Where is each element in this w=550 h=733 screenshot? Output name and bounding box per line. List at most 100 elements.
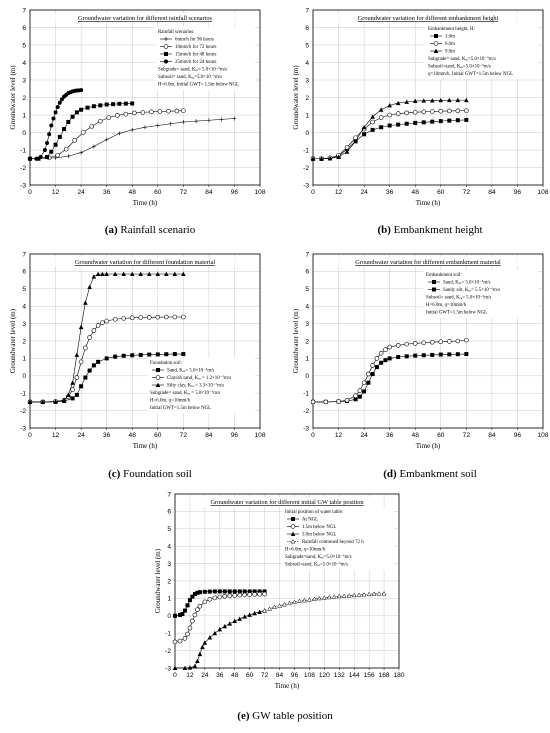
legend-swatch-marker xyxy=(433,48,439,53)
data-point xyxy=(242,614,247,619)
y-tick-label: -1 xyxy=(20,391,26,398)
data-point xyxy=(146,271,152,277)
plot-frame xyxy=(29,9,261,186)
series-a-0 xyxy=(28,116,237,161)
data-point xyxy=(310,156,316,161)
y-tick-label: 5 xyxy=(305,286,309,293)
data-point xyxy=(89,124,95,129)
legend-box xyxy=(423,270,538,318)
legend-entry: Subsoil=sand, Kₑₐ=5.0×10⁻⁵m/s xyxy=(428,64,491,70)
x-tick-label: 72 xyxy=(261,672,269,679)
data-point xyxy=(336,154,341,159)
data-point xyxy=(455,108,461,114)
data-point xyxy=(421,120,426,125)
data-point xyxy=(421,98,427,103)
x-tick-label: 0 xyxy=(173,672,177,679)
data-point xyxy=(413,120,418,125)
x-tick-label: 36 xyxy=(386,432,394,439)
data-point xyxy=(387,102,392,108)
data-point xyxy=(147,352,152,357)
data-point xyxy=(242,592,247,598)
data-point xyxy=(383,358,388,363)
legend-entry: Sand, Kₑₐ= 5.0×10⁻⁵m/s xyxy=(167,368,215,374)
legend-entry: 10mm/h for 72 hours xyxy=(175,45,217,50)
data-point xyxy=(447,118,452,123)
data-point xyxy=(387,344,392,350)
x-tick-label: 0 xyxy=(311,189,315,196)
data-point xyxy=(47,132,52,137)
data-point xyxy=(79,88,84,93)
data-point xyxy=(100,320,105,326)
legend-entry: 9.0m xyxy=(445,50,455,55)
data-point xyxy=(217,626,223,632)
caption-text: Rainfall scenario xyxy=(120,224,195,236)
data-point xyxy=(379,360,384,365)
data-point xyxy=(91,328,97,333)
y-axis-label: Groundwater level (m) xyxy=(154,548,162,613)
data-point xyxy=(429,339,435,345)
data-point xyxy=(79,150,84,155)
data-point xyxy=(195,607,200,613)
data-point xyxy=(49,123,54,128)
legend-d: Embankment soil: Sand, Kₑₐ= 5.0×10⁻⁵m/sSa… xyxy=(423,270,538,318)
data-point xyxy=(362,389,367,394)
x-tick-label: 60 xyxy=(154,432,162,439)
legend-entry: 6.0m xyxy=(445,42,455,47)
data-point xyxy=(404,110,410,116)
x-tick-label: 132 xyxy=(334,672,345,679)
caption-a: (a) Rainfall scenario xyxy=(105,224,196,236)
data-point xyxy=(257,591,262,597)
data-point xyxy=(336,593,342,599)
data-point xyxy=(177,612,182,617)
legend-entry: H=6.0m, q=10mm/h xyxy=(426,303,467,308)
legend-entry: Foundation soil: xyxy=(150,361,182,366)
data-point xyxy=(57,134,62,139)
data-point xyxy=(195,658,200,664)
x-tick-label: 60 xyxy=(437,189,445,196)
data-point xyxy=(429,98,435,103)
caption-e: (e) GW table position xyxy=(237,710,333,722)
data-point xyxy=(353,397,358,402)
data-point xyxy=(262,589,267,594)
data-point xyxy=(181,271,186,277)
data-point xyxy=(194,119,199,124)
data-point xyxy=(344,149,350,154)
x-tick-label: 48 xyxy=(412,432,420,439)
series-e-0 xyxy=(173,589,267,618)
legend-entry: Rainfall continued beyond 72 h xyxy=(302,540,364,545)
data-point xyxy=(197,651,203,657)
data-point xyxy=(83,300,88,305)
data-point xyxy=(80,130,86,135)
y-tick-label: 6 xyxy=(22,269,26,276)
legend-entry: Subgrade= sand, Kₑₐ= 5.0×10⁻⁵m/s xyxy=(158,67,227,73)
legend-swatch-marker xyxy=(163,44,169,49)
data-point xyxy=(464,352,469,357)
data-point xyxy=(207,596,213,602)
data-point xyxy=(66,154,71,159)
data-point xyxy=(140,110,146,115)
legend-entry: 3.0m xyxy=(445,35,455,40)
data-point xyxy=(341,593,347,598)
x-tick-label: 24 xyxy=(360,189,368,196)
x-tick-label: 24 xyxy=(77,432,85,439)
data-point xyxy=(74,352,80,357)
data-point xyxy=(130,353,135,358)
y-tick-label: -2 xyxy=(303,165,309,172)
data-point xyxy=(366,371,371,377)
caption-text: Embankment soil xyxy=(399,468,476,480)
legend-entry: Subgrade= sand, Kₑₐ = 5.0×10⁻⁵m/s xyxy=(150,390,220,396)
data-point xyxy=(227,589,232,594)
x-tick-label: 60 xyxy=(246,672,254,679)
data-point xyxy=(446,97,452,103)
data-point xyxy=(395,100,401,106)
data-point xyxy=(455,338,461,344)
y-tick-label: -3 xyxy=(303,182,309,189)
x-tick-label: 108 xyxy=(254,432,265,439)
legend-entry: Subgrade= sand, Kₑₐ=5.0×10⁻⁵m/s xyxy=(428,56,496,62)
data-point xyxy=(192,612,198,618)
data-point xyxy=(464,337,469,343)
data-point xyxy=(53,155,58,160)
data-point xyxy=(181,314,186,320)
data-point xyxy=(378,115,384,120)
